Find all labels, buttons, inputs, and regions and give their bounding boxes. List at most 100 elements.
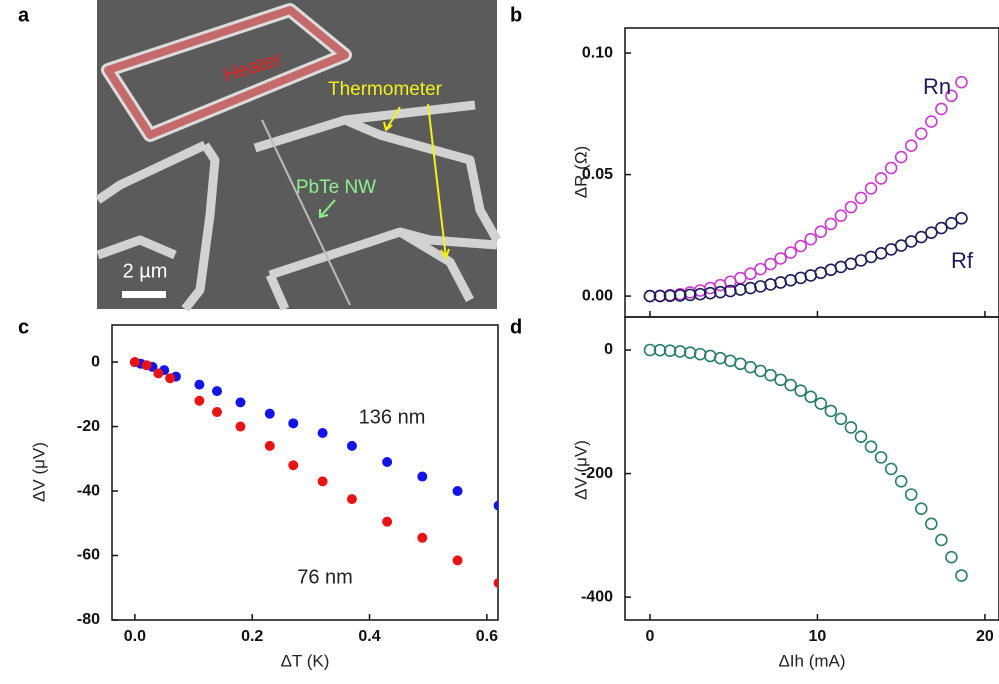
thermometer-arrows <box>383 103 450 261</box>
plot-frame <box>111 324 499 621</box>
data-point <box>955 569 968 582</box>
data-point <box>643 343 657 357</box>
data-point <box>814 397 828 410</box>
y-axis-label: ΔR (Ω) <box>571 146 590 198</box>
data-point <box>703 286 717 300</box>
data-point <box>417 532 428 543</box>
data-point <box>914 230 928 244</box>
data-point <box>774 252 787 265</box>
data-point <box>844 200 858 214</box>
data-point <box>864 440 878 453</box>
data-point <box>935 221 948 235</box>
data-point <box>382 457 393 468</box>
data-point <box>141 360 152 371</box>
data-point <box>935 533 948 547</box>
nanowire <box>261 119 351 306</box>
series-label: 76 nm <box>297 566 353 588</box>
points <box>643 75 968 303</box>
plot-frame <box>624 316 999 621</box>
data-point <box>925 517 938 531</box>
data-point <box>317 476 328 487</box>
data-point <box>346 494 357 505</box>
data-point <box>804 390 818 404</box>
data-point <box>914 127 928 141</box>
data-point <box>774 373 787 387</box>
data-point <box>794 239 807 253</box>
data-point <box>945 89 958 103</box>
data-point <box>714 351 727 365</box>
data-point <box>774 276 787 289</box>
data-point <box>382 516 393 527</box>
y-tick-label: 0 <box>91 353 100 370</box>
data-point <box>935 102 948 116</box>
data-point <box>904 235 918 248</box>
data-point <box>194 395 205 406</box>
x-tick-label: 20 <box>976 628 994 645</box>
data-point <box>754 262 767 276</box>
data-point <box>194 379 205 390</box>
data-point <box>955 75 968 89</box>
panel-label: c <box>18 316 29 338</box>
electrodes <box>95 100 501 312</box>
data-point <box>317 428 328 439</box>
data-point <box>945 550 958 564</box>
data-point <box>884 161 898 175</box>
data-point <box>914 502 928 515</box>
data-point <box>904 488 918 501</box>
scale-bar <box>122 291 166 298</box>
points <box>129 357 498 588</box>
x-tick-label: 0.6 <box>476 628 498 645</box>
data-point <box>764 368 777 382</box>
data-point <box>663 344 677 357</box>
data-point <box>693 287 707 301</box>
data-point <box>493 577 498 588</box>
data-point <box>894 150 908 164</box>
x-axis-label: ΔIh (mA) <box>778 651 845 670</box>
heater <box>104 6 349 139</box>
data-point <box>264 408 275 419</box>
data-point <box>346 440 357 451</box>
series-label: Rn <box>923 74 951 99</box>
panel-d: d 0 -200 -400 0 10 20 ΔV (μV) ΔIh (mA) <box>510 316 999 670</box>
data-point <box>814 225 828 238</box>
y-tick-label: -400 <box>581 588 613 605</box>
data-point <box>683 346 697 359</box>
y-tick-label: -40 <box>77 482 100 499</box>
data-point <box>904 139 918 152</box>
x-axis-label: ΔT (K) <box>281 651 330 670</box>
data-point <box>452 555 463 566</box>
data-point <box>288 418 299 429</box>
thermometer-label: Thermometer <box>328 79 443 100</box>
sem-image: Heater Thermometer PbTe NW 2 µm a <box>18 0 501 312</box>
y-tick-label: -60 <box>77 547 100 564</box>
data-point <box>925 115 938 128</box>
y-tick-label: 0.05 <box>582 166 613 183</box>
data-point <box>854 430 868 443</box>
data-point <box>703 349 717 363</box>
data-point <box>864 182 878 195</box>
y-tick-label: -20 <box>77 418 100 435</box>
data-point <box>212 407 223 418</box>
series-label: 136 nm <box>359 406 426 428</box>
panel-label: b <box>510 4 522 26</box>
data-point <box>824 217 838 231</box>
data-point <box>804 269 818 282</box>
data-point <box>417 471 428 482</box>
data-point <box>874 451 888 464</box>
data-point <box>764 257 777 271</box>
data-point <box>129 357 140 368</box>
y-tick-label: 0 <box>604 341 613 358</box>
y-axis-label: ΔV (μV) <box>571 440 590 500</box>
x-tick-label: 0 <box>646 628 655 645</box>
x-tick-label: 0.2 <box>241 628 263 645</box>
data-point <box>874 172 888 185</box>
data-point <box>844 421 858 434</box>
data-point <box>734 283 747 296</box>
data-point <box>693 347 707 361</box>
data-point <box>264 440 275 451</box>
data-point <box>235 421 246 432</box>
y-tick-label: -200 <box>581 465 613 482</box>
data-point <box>784 246 797 259</box>
data-point <box>744 267 757 281</box>
panel-label: a <box>18 4 30 26</box>
